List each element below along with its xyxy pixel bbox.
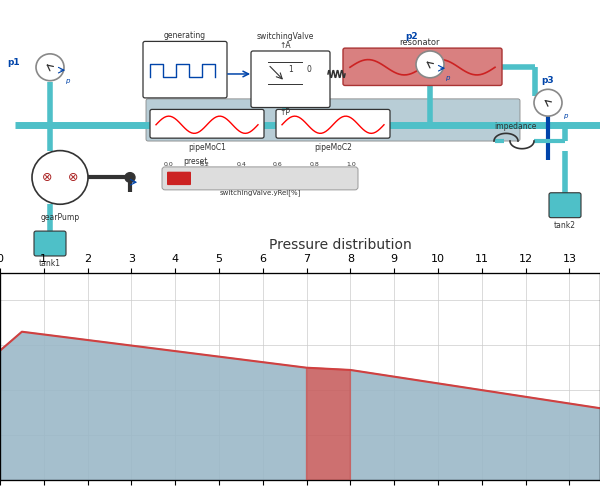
FancyBboxPatch shape <box>251 51 330 107</box>
FancyBboxPatch shape <box>549 193 581 218</box>
Text: 0.6: 0.6 <box>273 162 283 167</box>
Text: ⊗: ⊗ <box>42 171 52 184</box>
FancyBboxPatch shape <box>146 99 520 141</box>
Circle shape <box>416 51 444 78</box>
Text: 0.2: 0.2 <box>200 162 209 167</box>
FancyBboxPatch shape <box>343 48 502 85</box>
FancyBboxPatch shape <box>167 172 191 185</box>
Text: 1.0: 1.0 <box>346 162 356 167</box>
Circle shape <box>36 54 64 81</box>
Text: p2: p2 <box>406 32 418 42</box>
Text: p3: p3 <box>542 75 554 84</box>
Text: ↑A: ↑A <box>279 41 291 50</box>
Text: p: p <box>65 78 70 84</box>
Polygon shape <box>0 332 600 480</box>
Polygon shape <box>307 368 350 480</box>
Circle shape <box>32 150 88 204</box>
Text: 0.4: 0.4 <box>236 162 246 167</box>
FancyBboxPatch shape <box>34 231 66 256</box>
Text: switchingValve.yRel[%]: switchingValve.yRel[%] <box>220 189 301 196</box>
Text: ⊗: ⊗ <box>68 171 78 184</box>
Text: impedance: impedance <box>494 122 536 131</box>
Text: p: p <box>445 75 449 81</box>
Text: p: p <box>563 113 568 119</box>
Text: 0: 0 <box>307 65 311 74</box>
FancyBboxPatch shape <box>276 109 390 138</box>
Text: resonator: resonator <box>400 38 440 47</box>
Text: 0.8: 0.8 <box>310 162 319 167</box>
Text: Pressure distribution: Pressure distribution <box>269 238 412 252</box>
Text: gearPump: gearPump <box>40 213 80 222</box>
FancyBboxPatch shape <box>150 109 264 138</box>
Text: pipeMoC1: pipeMoC1 <box>188 143 226 152</box>
Text: generating: generating <box>164 31 206 41</box>
FancyBboxPatch shape <box>143 42 227 98</box>
Text: switchingValve: switchingValve <box>256 32 314 42</box>
Text: pipeMoC2: pipeMoC2 <box>314 143 352 152</box>
Text: preset: preset <box>183 157 207 166</box>
Circle shape <box>534 89 562 116</box>
Circle shape <box>125 172 135 182</box>
Text: 0.0: 0.0 <box>163 162 173 167</box>
Text: tank1: tank1 <box>39 259 61 268</box>
Text: 1: 1 <box>289 65 293 74</box>
FancyBboxPatch shape <box>162 167 358 190</box>
Text: ↑P: ↑P <box>280 107 290 117</box>
Text: p1: p1 <box>7 58 20 67</box>
Text: tank2: tank2 <box>554 220 576 229</box>
